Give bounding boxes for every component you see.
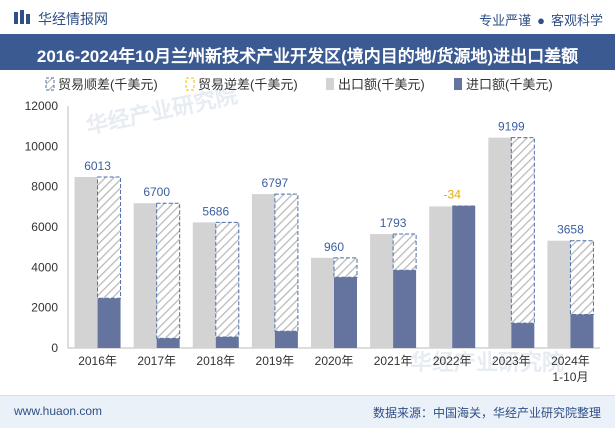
import-bar [393, 270, 417, 348]
export-bar [251, 194, 275, 348]
brand-name[interactable]: 华经情报网 [38, 11, 108, 27]
y-tick-label: 12000 [25, 99, 59, 113]
x-tick-label: 2024年 [551, 354, 590, 368]
export-bar [133, 203, 157, 348]
y-tick-label: 10000 [25, 139, 59, 153]
balance-label: 6013 [84, 159, 111, 173]
legend-label: 进口额(千美元) [466, 77, 553, 92]
x-tick-label: 2022年 [433, 354, 472, 368]
legend-export-icon [326, 78, 334, 90]
balance-label: 6797 [262, 176, 289, 190]
export-bar [311, 257, 334, 348]
legend-label: 贸易逆差(千美元) [198, 77, 298, 92]
x-tick-label: 2020年 [315, 354, 354, 368]
export-bar [488, 137, 512, 348]
legend-label: 出口额(千美元) [338, 77, 425, 92]
tagline-right: 客观科学 [550, 13, 603, 28]
legend-label: 贸易顺差(千美元) [58, 77, 158, 92]
title-bar: 2016-2024年10月兰州新技术产业开发区(境内目的地/货源地)进出口差额 [0, 34, 615, 70]
surplus-bar [569, 240, 594, 315]
legend-surplus-icon [45, 77, 55, 91]
balance-label: 5686 [202, 204, 229, 218]
legend-deficit-icon [185, 77, 195, 91]
tagline-left: 专业严谨 [479, 13, 532, 28]
export-bar [547, 240, 571, 348]
surplus-bar [510, 137, 535, 324]
balance-label: 960 [324, 240, 344, 254]
import-bar [274, 331, 298, 348]
y-tick-label: 8000 [31, 180, 58, 194]
legend-import-icon [454, 78, 462, 90]
export-bar [74, 176, 98, 348]
y-tick-label: 0 [51, 341, 58, 355]
x-tick-label: 1-10月 [552, 370, 588, 384]
import-bar [334, 277, 357, 348]
balance-label: -34 [444, 188, 462, 202]
import-bar [156, 338, 180, 348]
export-bar [370, 234, 394, 348]
x-tick-label: 2016年 [78, 354, 117, 368]
export-bar [192, 222, 216, 348]
chart-title: 2016-2024年10月兰州新技术产业开发区(境内目的地/货源地)进出口差额 [36, 47, 579, 66]
balance-label: 3658 [557, 223, 584, 237]
x-tick-label: 2018年 [196, 354, 235, 368]
watermark-text: 华经产业研究院 [410, 350, 564, 375]
footer: www.huaon.com 数据来源：中国海关，华经产业研究院整理 [0, 395, 615, 428]
surplus-bar [333, 257, 358, 278]
import-bar [97, 298, 121, 348]
x-tick-label: 2017年 [137, 354, 176, 368]
export-bar [429, 206, 453, 348]
import-bar [511, 323, 535, 348]
dot-separator-icon: ● [537, 13, 545, 28]
import-bar [215, 337, 239, 348]
top-bar: 华经情报网 专业严谨 ● 客观科学 [0, 0, 615, 35]
surplus-bar [392, 233, 417, 271]
footer-source: 数据来源：中国海关，华经产业研究院整理 [372, 406, 601, 420]
footer-url[interactable]: www.huaon.com [14, 404, 103, 418]
x-tick-label: 2019年 [256, 354, 295, 368]
balance-label: 9199 [498, 120, 525, 134]
y-tick-label: 4000 [31, 260, 58, 274]
y-tick-label: 2000 [31, 301, 58, 315]
surplus-bar [97, 176, 122, 299]
y-tick-label: 6000 [31, 220, 58, 234]
surplus-bar [274, 193, 299, 332]
import-bar [570, 314, 594, 348]
import-bar [452, 205, 476, 348]
tagline: 专业严谨 ● 客观科学 [479, 10, 603, 29]
x-tick-label: 2023年 [492, 354, 531, 368]
balance-label: 6700 [143, 185, 170, 199]
surplus-bar [215, 221, 240, 338]
surplus-bar [156, 202, 181, 339]
x-tick-label: 2021年 [374, 354, 413, 368]
balance-label: 1793 [380, 216, 407, 230]
brand-logo-icon [14, 10, 30, 24]
